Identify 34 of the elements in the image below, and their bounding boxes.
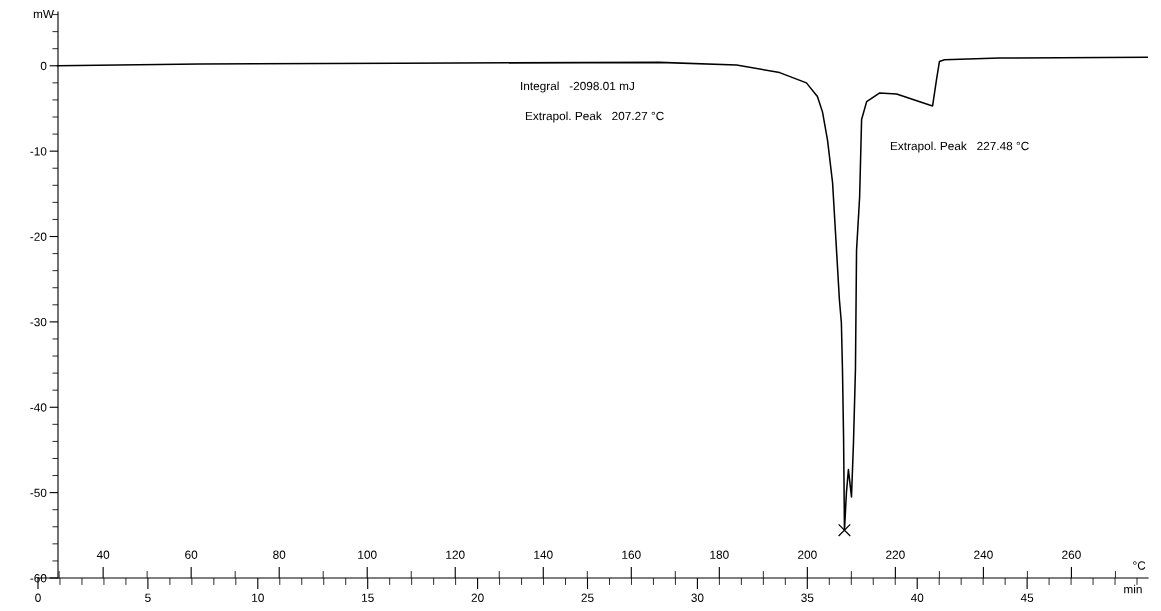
y-tick-label: -40 (30, 403, 47, 412)
x-tick-label: 10 (252, 593, 264, 602)
x2-tick-label: 100 (358, 550, 377, 559)
x2-tick-label: 120 (446, 550, 465, 559)
x-tick-label: 40 (910, 593, 924, 602)
x2-tick-label: 180 (710, 550, 729, 559)
x-tick-label: 15 (362, 593, 374, 602)
y-tick-label: -10 (30, 147, 47, 156)
y-axis-title: mW (33, 9, 54, 19)
x-tick-label: 35 (801, 593, 814, 602)
y-tick-label: -20 (30, 232, 47, 241)
annotation: Extrapol. Peak 207.27 °C (525, 111, 664, 123)
y-tick-label: -50 (30, 488, 47, 498)
x2-tick-label: 220 (886, 550, 905, 559)
annotation: Integral -2098.01 mJ (521, 81, 634, 93)
x2-tick-label: 200 (798, 550, 817, 559)
x-tick-label: 5 (145, 593, 151, 602)
y-tick-label: -30 (30, 317, 47, 327)
x-tick-label: 25 (581, 593, 594, 602)
x2-tick-label: 160 (622, 550, 641, 559)
x2-axis-title: °C (1133, 561, 1146, 570)
x2-tick-label: 260 (1062, 550, 1081, 559)
x2-tick-label: 60 (185, 550, 198, 559)
y-tick-label: -60 (30, 574, 47, 583)
x-tick-label: 30 (691, 593, 704, 602)
x2-tick-label: 240 (974, 550, 993, 559)
annotation: Extrapol. Peak 227.48 °C (890, 141, 1029, 153)
x-tick-label: 45 (1020, 593, 1034, 602)
x-axis-title: min (1124, 584, 1142, 594)
x2-tick-label: 40 (96, 550, 110, 559)
y-tick-label: 0 (40, 61, 47, 71)
x2-tick-label: 80 (273, 550, 286, 559)
x-tick-label: 20 (471, 593, 484, 602)
x2-tick-label: 140 (534, 550, 553, 559)
